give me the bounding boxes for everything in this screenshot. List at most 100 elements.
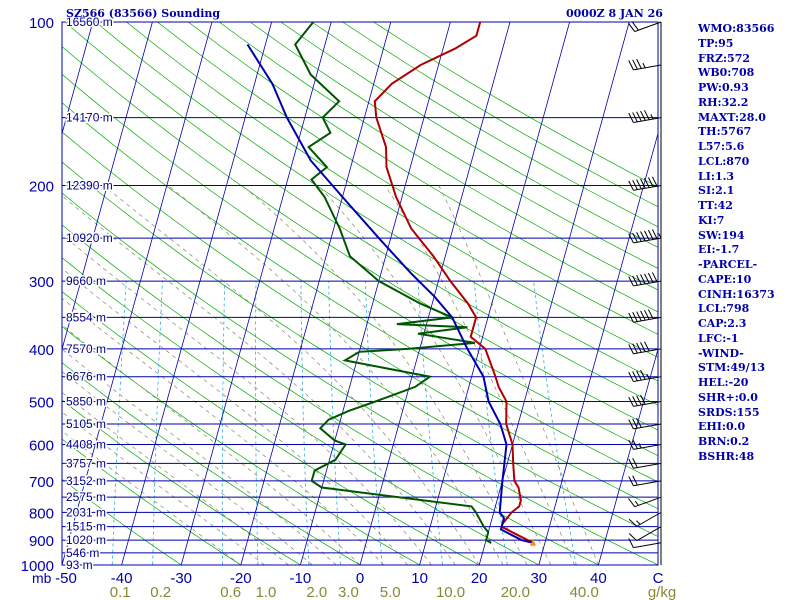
index-item: RH:32.2 — [698, 95, 749, 109]
barb-feather — [632, 439, 638, 449]
barb-feather — [628, 439, 634, 450]
index-item: SHR+:0.0 — [698, 390, 758, 404]
pressure-tick-label: 600 — [29, 438, 54, 455]
dry-adiabat — [249, 22, 658, 269]
temperature-tick-label: -10 — [290, 570, 312, 587]
index-item: PW:0.93 — [698, 81, 749, 94]
wind-barb — [628, 511, 662, 527]
mixing-ratio-label: 5.0 — [380, 584, 401, 600]
index-item: MAXT:28.0 — [698, 110, 766, 124]
dry-adiabat — [157, 22, 658, 335]
isotherm — [419, 22, 570, 565]
mixing-ratio-label: 2.0 — [306, 584, 327, 600]
height-label: 10920 m — [66, 231, 113, 245]
barb-feather — [647, 309, 654, 320]
barb-feather — [632, 59, 638, 70]
dry-adiabat — [62, 438, 242, 565]
sounding-lines — [246, 22, 537, 546]
index-item: LFC:-1 — [698, 331, 739, 345]
barb-feather — [632, 418, 638, 429]
index-item: -WIND- — [698, 346, 744, 360]
height-label: 8554 m — [66, 310, 106, 324]
parcel-line — [246, 43, 534, 544]
index-item: CINH:16373 — [698, 287, 775, 301]
wind-barb — [628, 369, 662, 383]
pressure-tick-label: 100 — [29, 15, 54, 32]
isotherm — [62, 22, 153, 351]
barb-half-feather — [636, 520, 641, 525]
barb-feather — [632, 343, 638, 354]
temperature-tick-label: 0 — [356, 570, 364, 587]
barb-staff — [633, 462, 662, 469]
pressure-tick-label: 200 — [29, 178, 54, 195]
index-item: TP:95 — [698, 36, 734, 50]
barb-staff — [633, 280, 662, 287]
temperature-tick-label: 40 — [590, 570, 607, 587]
height-label: 546 m — [66, 546, 99, 560]
mixing-ratio-label: 0.1 — [110, 584, 131, 600]
mixing-ratio-label: 40.0 — [570, 584, 599, 600]
barb-feather — [647, 229, 654, 240]
wind-barb — [628, 309, 662, 323]
barb-staff — [636, 511, 662, 527]
barb-staff — [634, 21, 662, 33]
barb-feather — [644, 309, 650, 320]
isotherm — [62, 22, 213, 565]
barb-feather — [632, 371, 638, 382]
dry-adiabat — [62, 291, 480, 565]
barb-staff — [633, 237, 662, 244]
barb-half-feather — [638, 443, 642, 449]
barb-feather — [632, 275, 638, 286]
barb-feather — [640, 178, 646, 189]
barb-feather — [628, 233, 634, 244]
wind-barb — [628, 526, 662, 542]
barb-staff — [633, 64, 662, 71]
isobars — [61, 21, 659, 566]
height-label: 14170 m — [66, 111, 113, 125]
isotherm — [538, 131, 658, 565]
barb-feather — [628, 498, 636, 508]
dry-adiabat — [62, 102, 658, 483]
temperature-unit: C — [653, 570, 664, 587]
wind-barbs — [628, 21, 662, 565]
index-item: EHI:0.0 — [698, 420, 746, 434]
barb-feather — [644, 110, 650, 120]
barb-staff — [633, 376, 662, 383]
barb-feather — [632, 396, 638, 406]
barb-feather — [640, 274, 646, 285]
dry-adiabat — [95, 22, 658, 382]
height-label: 2031 m — [66, 505, 106, 519]
barb-feather — [632, 475, 638, 486]
index-item: L57:5.6 — [698, 140, 745, 153]
pressure-tick-label: 500 — [29, 395, 54, 412]
barb-feather — [647, 177, 654, 188]
barb-feather — [628, 533, 638, 542]
dry-adiabat — [62, 73, 658, 456]
barb-feather — [644, 177, 650, 188]
isotherms — [62, 22, 658, 565]
barb-feather — [628, 344, 634, 355]
wind-barb — [628, 176, 662, 191]
isotherm — [478, 22, 630, 565]
barb-feather — [628, 276, 634, 287]
barb-feather — [628, 476, 634, 486]
station-title: SZ566 (83566) Sounding — [66, 7, 221, 20]
barb-feather — [631, 21, 639, 31]
temperature-tick-label: 20 — [471, 570, 488, 587]
surface-marker — [530, 538, 537, 546]
height-label: 4408 m — [66, 438, 106, 452]
dry-adiabat — [62, 161, 658, 537]
temperature-tick-label: 10 — [411, 570, 428, 587]
temperature-tick-label: -30 — [170, 570, 192, 587]
barb-staff — [633, 480, 662, 487]
pressure-tick-label: 1000 — [21, 558, 54, 575]
barb-feather — [647, 272, 654, 283]
barb-feather — [651, 176, 658, 187]
temperature-line — [373, 22, 534, 544]
plot-frame — [61, 21, 659, 566]
index-item: SI:2.1 — [698, 184, 735, 198]
dry-adiabat — [188, 22, 658, 313]
index-item: HEL:-20 — [698, 376, 749, 389]
barb-staff — [634, 496, 662, 508]
